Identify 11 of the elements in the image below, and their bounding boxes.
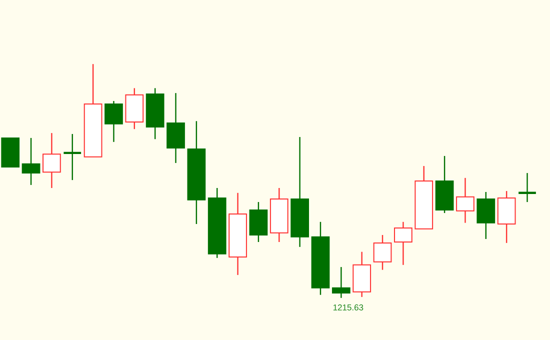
candlestick	[62, 133, 82, 181]
candlestick	[22, 137, 40, 186]
candlestick	[373, 234, 392, 270]
candlestick	[104, 100, 123, 143]
candlestick	[517, 172, 538, 203]
candlestick	[394, 221, 412, 266]
candlestick	[476, 191, 496, 240]
candlestick	[42, 132, 61, 189]
annotation: 1215.63	[333, 304, 364, 310]
candlestick	[332, 266, 350, 298]
candlestick	[456, 177, 474, 224]
